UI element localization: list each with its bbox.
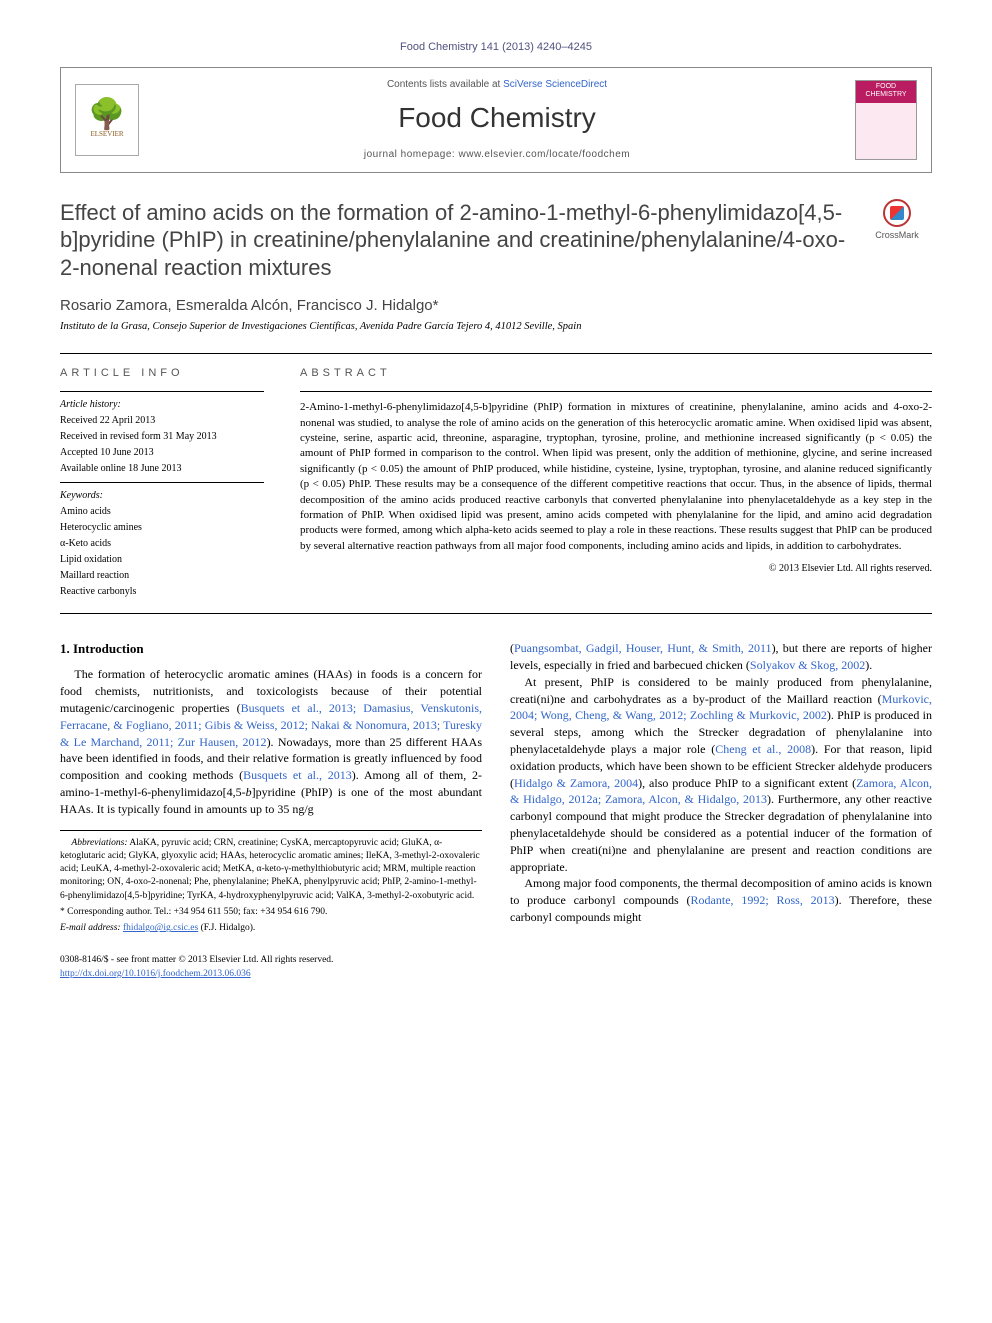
keyword: Maillard reaction	[60, 569, 264, 583]
abstract-heading: ABSTRACT	[300, 366, 932, 381]
crossmark-badge[interactable]: CrossMark	[862, 199, 932, 242]
abstract-column: ABSTRACT 2-Amino-1-methyl-6-phenylimidaz…	[300, 354, 932, 613]
elsevier-label: ELSEVIER	[90, 130, 123, 140]
contents-prefix: Contents lists available at	[387, 79, 503, 90]
citation-link[interactable]: Puangsombat, Gadgil, Houser, Hunt, & Smi…	[514, 641, 772, 655]
homepage-line: journal homepage: www.elsevier.com/locat…	[153, 148, 841, 162]
date-revised: Received in revised form 31 May 2013	[60, 430, 264, 444]
keyword: Heterocyclic amines	[60, 521, 264, 535]
homepage-prefix: journal homepage:	[364, 149, 459, 160]
footnotes-block: Abbreviations: AlaKA, pyruvic acid; CRN,…	[60, 830, 482, 936]
email-link[interactable]: fhidalgo@ig.csic.es	[123, 923, 198, 933]
journal-title: Food Chemistry	[153, 98, 841, 137]
tree-icon: 🌳	[88, 100, 125, 130]
keyword: Reactive carbonyls	[60, 585, 264, 599]
cover-body	[856, 103, 916, 159]
intro-paragraph-1-continued: (Puangsombat, Gadgil, Houser, Hunt, & Sm…	[510, 640, 932, 674]
journal-header-box: 🌳 ELSEVIER Contents lists available at S…	[60, 67, 932, 172]
intro-paragraph-3: Among major food components, the thermal…	[510, 875, 932, 925]
email-footnote: E-mail address: fhidalgo@ig.csic.es (F.J…	[60, 922, 482, 935]
doi-link[interactable]: http://dx.doi.org/10.1016/j.foodchem.201…	[60, 969, 251, 979]
article-info-heading: ARTICLE INFO	[60, 366, 264, 381]
crossmark-label: CrossMark	[875, 230, 919, 240]
history-label: Article history:	[60, 398, 264, 412]
keyword: α-Keto acids	[60, 537, 264, 551]
cover-bar: FOODCHEMISTRY	[856, 81, 916, 103]
date-online: Available online 18 June 2013	[60, 462, 264, 476]
section-heading-intro: 1. Introduction	[60, 640, 482, 658]
page-footer: 0308-8146/$ - see front matter © 2013 El…	[60, 954, 932, 982]
intro-paragraph-1: The formation of heterocyclic aromatic a…	[60, 666, 482, 817]
abstract-copyright: © 2013 Elsevier Ltd. All rights reserved…	[300, 562, 932, 576]
citation-link[interactable]: Rodante, 1992; Ross, 2013	[691, 893, 835, 907]
keywords-label: Keywords:	[60, 489, 264, 503]
citation-link[interactable]: Busquets et al., 2013	[243, 768, 352, 782]
sciencedirect-link[interactable]: SciVerse ScienceDirect	[503, 79, 607, 90]
crossmark-icon	[883, 199, 911, 227]
abbreviations-footnote: Abbreviations: AlaKA, pyruvic acid; CRN,…	[60, 837, 482, 903]
citation-link[interactable]: Solyakov & Skog, 2002	[750, 658, 865, 672]
abstract-text: 2-Amino-1-methyl-6-phenylimidazo[4,5-b]p…	[300, 400, 932, 554]
date-accepted: Accepted 10 June 2013	[60, 446, 264, 460]
header-middle: Contents lists available at SciVerse Sci…	[153, 78, 841, 161]
citation-link[interactable]: Cheng et al., 2008	[715, 742, 811, 756]
elsevier-logo: 🌳 ELSEVIER	[75, 84, 139, 156]
journal-cover-thumbnail: FOODCHEMISTRY	[855, 80, 917, 160]
corresponding-footnote: * Corresponding author. Tel.: +34 954 61…	[60, 906, 482, 919]
article-title: Effect of amino acids on the formation o…	[60, 199, 846, 282]
body-two-column: 1. Introduction The formation of heteroc…	[60, 640, 932, 935]
date-received: Received 22 April 2013	[60, 414, 264, 428]
affiliation: Instituto de la Grasa, Consejo Superior …	[60, 320, 932, 335]
keyword: Lipid oxidation	[60, 553, 264, 567]
keyword: Amino acids	[60, 505, 264, 519]
issn-line: 0308-8146/$ - see front matter © 2013 El…	[60, 954, 932, 967]
article-info-column: ARTICLE INFO Article history: Received 2…	[60, 354, 272, 613]
journal-reference: Food Chemistry 141 (2013) 4240–4245	[60, 40, 932, 55]
homepage-url[interactable]: www.elsevier.com/locate/foodchem	[459, 149, 631, 160]
authors-line: Rosario Zamora, Esmeralda Alcón, Francis…	[60, 295, 932, 316]
contents-line: Contents lists available at SciVerse Sci…	[153, 78, 841, 92]
intro-paragraph-2: At present, PhIP is considered to be mai…	[510, 674, 932, 876]
citation-link[interactable]: Hidalgo & Zamora, 2004	[514, 776, 638, 790]
